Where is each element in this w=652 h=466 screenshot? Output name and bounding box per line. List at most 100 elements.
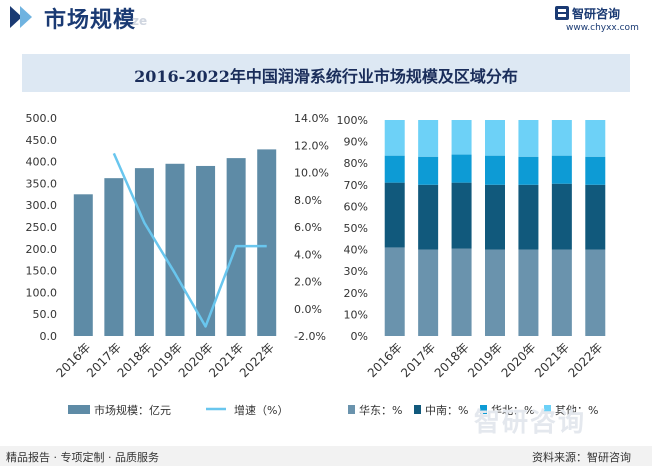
region-share-segment <box>518 184 539 250</box>
region-share-segment <box>585 120 606 157</box>
footer-watermark: 智研咨询 <box>474 408 587 438</box>
region-share-segment <box>585 249 606 336</box>
legend-label: 华北：% <box>491 403 534 417</box>
region-share-segment <box>518 120 539 157</box>
x-tick-label: 2018年 <box>432 340 472 380</box>
y-left-tick-label: 50.0 <box>33 308 58 321</box>
x-tick-label: 2021年 <box>532 340 572 380</box>
legend-label: 其他：% <box>555 404 598 417</box>
region-share-segment <box>551 120 572 156</box>
y-tick-label: 20% <box>344 287 368 300</box>
market-size-bar <box>196 165 216 336</box>
region-share-segment <box>551 183 572 250</box>
y-tick-label: 60% <box>344 200 368 213</box>
y-tick-label: 90% <box>344 136 368 149</box>
region-share-segment <box>518 156 539 185</box>
legend-line-label: 增速（%） <box>234 403 288 417</box>
legend-swatch <box>348 405 355 414</box>
region-share-segment <box>384 247 405 336</box>
y-left-tick-label: 0.0 <box>40 330 58 343</box>
region-distribution-chart: 0%10%20%30%40%50%60%70%80%90%100% 2016年2… <box>337 114 606 417</box>
y-left-tick-label: 150.0 <box>26 265 58 278</box>
y-tick-label: 10% <box>344 308 368 321</box>
y-tick-label: 30% <box>344 265 368 278</box>
y-left-tick-label: 450.0 <box>26 134 58 147</box>
y-right-tick-label: 0.0% <box>294 303 322 316</box>
y-left-tick-label: 400.0 <box>26 156 58 169</box>
region-share-segment <box>485 249 505 336</box>
y-right-tick-label: -2.0% <box>294 330 326 343</box>
legend-swatch <box>414 405 421 414</box>
y-left-tick-label: 500.0 <box>26 112 58 125</box>
y-tick-label: 0% <box>351 330 368 343</box>
y-tick-label: 80% <box>344 157 368 170</box>
region-share-segment <box>418 120 439 157</box>
y-left-tick-label: 350.0 <box>26 177 58 190</box>
page-footer: 精品报告 · 专项定制 · 品质服务 资料来源：智研咨询 <box>0 446 652 466</box>
y-right-tick-label: 4.0% <box>294 248 322 261</box>
y-tick-label: 100% <box>337 114 368 127</box>
region-share-segment <box>551 249 572 336</box>
y-right-tick-label: 10.0% <box>294 167 329 180</box>
y-right-tick-label: 6.0% <box>294 221 322 234</box>
header-bars-icon <box>10 6 32 28</box>
region-share-segment <box>384 182 405 248</box>
region-share-segment <box>384 120 405 156</box>
region-share-segment <box>485 120 505 156</box>
logo-icon <box>555 6 569 20</box>
legend-swatch <box>544 405 551 414</box>
x-tick-label: 2022年 <box>237 340 277 380</box>
market-size-bar <box>104 178 124 336</box>
legend-label: 华东：% <box>359 403 402 417</box>
region-share-segment <box>418 156 439 185</box>
region-share-segment <box>485 155 505 185</box>
header-subtitle: ze <box>132 14 148 28</box>
region-share-segment <box>451 154 472 183</box>
y-right-tick-label: 8.0% <box>294 194 322 207</box>
chart-title: 2016-2022年中国润滑系统行业市场规模及区域分布 <box>134 67 518 86</box>
y-right-tick-label: 14.0% <box>294 112 329 125</box>
x-tick-label: 2022年 <box>565 340 605 380</box>
region-share-segment <box>551 155 572 184</box>
legend-label: 中南：% <box>425 404 468 417</box>
region-share-segment <box>485 184 505 250</box>
market-size-bar <box>134 168 154 336</box>
x-tick-label: 2019年 <box>465 340 505 380</box>
growth-rate-line <box>112 152 267 328</box>
region-share-segment <box>418 249 439 336</box>
y-right-tick-label: 12.0% <box>294 139 329 152</box>
footer-slogan: 精品报告 · 专项定制 · 品质服务 <box>6 451 159 464</box>
legend-bar-swatch <box>68 405 90 414</box>
y-left-tick-label: 200.0 <box>26 243 58 256</box>
region-share-segment <box>518 249 539 336</box>
market-size-bar <box>257 149 277 336</box>
market-size-bar <box>73 194 93 336</box>
footer-source: 资料来源：智研咨询 <box>532 451 631 464</box>
y-left-tick-label: 250.0 <box>26 221 58 234</box>
x-tick-label: 2020年 <box>499 340 539 380</box>
region-share-segment <box>384 155 405 183</box>
y-right-tick-label: 2.0% <box>294 276 322 289</box>
region-share-segment <box>418 184 439 250</box>
x-tick-label: 2017年 <box>398 340 438 380</box>
legend-swatch <box>480 405 487 414</box>
legend-bar-label: 市场规模：亿元 <box>94 403 171 417</box>
market-size-chart: 0.0 50.0 100.0 150.0 200.0 250.0 300.0 350.0 400… <box>26 112 329 417</box>
y-tick-label: 40% <box>344 244 368 257</box>
x-tick-label: 2016年 <box>365 340 405 380</box>
chart-title-bar: 2016-2022年中国润滑系统行业市场规模及区域分布 <box>22 54 630 92</box>
y-left-tick-label: 100.0 <box>26 286 58 299</box>
page-header: 市场规模 ze 智研咨询 www.chyxx.com <box>0 0 652 40</box>
y-left-tick-label: 300.0 <box>26 199 58 212</box>
logo-name: 智研咨询 <box>572 7 621 21</box>
region-share-segment <box>585 184 606 250</box>
y-tick-label: 50% <box>344 222 368 235</box>
region-share-segment <box>451 120 472 155</box>
region-share-segment <box>451 182 472 249</box>
region-share-segment <box>451 248 472 336</box>
market-size-bar <box>165 163 185 336</box>
y-tick-label: 70% <box>344 179 368 192</box>
region-share-segment <box>585 156 606 185</box>
logo-url[interactable]: www.chyxx.com <box>566 23 639 33</box>
header-title: 市场规模 <box>44 8 137 33</box>
